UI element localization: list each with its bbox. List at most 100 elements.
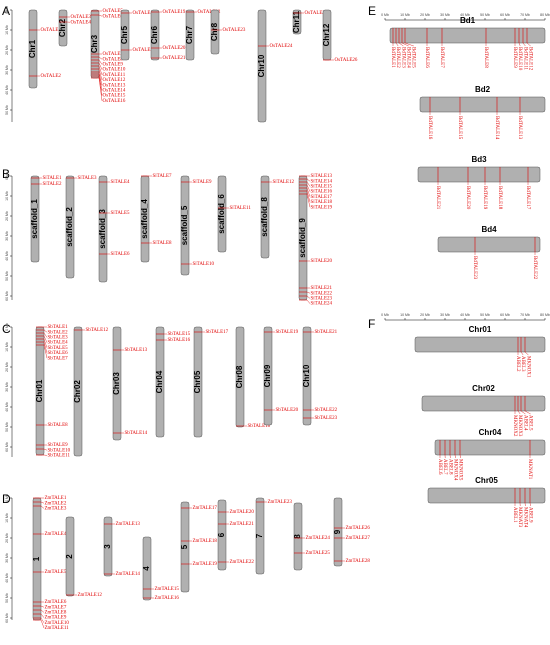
gene-connector bbox=[98, 68, 103, 81]
gene-label: BdTALE3 bbox=[400, 47, 405, 68]
tick-label: 0 Mb bbox=[381, 13, 389, 17]
gene-label: BdTALE5 bbox=[411, 47, 416, 68]
chromosome-name: 7 bbox=[255, 533, 264, 538]
chromosome bbox=[28, 9, 38, 89]
gene-label: SbTALE21 bbox=[315, 330, 338, 335]
chromosome-name: scaffold_6 bbox=[217, 194, 226, 234]
gene-connector bbox=[40, 501, 45, 504]
gene-label: SiTALE8 bbox=[153, 241, 173, 246]
gene-label: SbTALE2 bbox=[48, 330, 69, 335]
chromosome-name: Chr01 bbox=[35, 379, 44, 402]
gene-label: SiTALE21 bbox=[311, 286, 333, 291]
chromosome-name: 8 bbox=[293, 534, 302, 539]
tick-label: 30 Mb bbox=[5, 65, 9, 75]
gene-connector bbox=[98, 59, 103, 65]
gene-label: SbTALE8 bbox=[48, 423, 69, 428]
gene-label: MKNOX1 bbox=[525, 356, 530, 378]
gene-connector bbox=[98, 14, 103, 17]
gene-label: ZmTALE13 bbox=[116, 522, 141, 527]
gene-label: SiTALE13 bbox=[311, 174, 333, 179]
tick-label: 20 Mb bbox=[420, 313, 430, 317]
gene-label: ZmTALE21 bbox=[230, 522, 255, 527]
chromosome-name: 2 bbox=[65, 554, 74, 559]
chromosome-name: Chr02 bbox=[472, 384, 495, 393]
gene-connector bbox=[526, 42, 531, 47]
gene-label: BdTALE14 bbox=[494, 116, 499, 140]
gene-connector bbox=[306, 291, 311, 294]
chromosome-name: 9 bbox=[333, 529, 342, 534]
gene-label: SbTALE12 bbox=[86, 328, 109, 333]
chromosome bbox=[217, 175, 227, 253]
gene-label: SiTALE19 bbox=[311, 205, 333, 210]
gene-connector bbox=[306, 178, 311, 182]
tick-label: 20 Mb bbox=[420, 13, 430, 17]
gene-connector bbox=[520, 351, 524, 356]
panel-letter: C bbox=[2, 322, 11, 336]
gene-connector bbox=[40, 505, 45, 509]
tick-label: 0 Mb bbox=[5, 494, 9, 502]
tick-label: 50 Mb bbox=[5, 105, 9, 115]
gene-connector bbox=[518, 42, 521, 47]
gene-label: ZmTALE10 bbox=[45, 621, 70, 626]
gene-label: ZmTALE9 bbox=[45, 616, 67, 621]
gene-label: SbTALE1 bbox=[48, 325, 69, 330]
chromosome-name: Chr6 bbox=[150, 25, 159, 44]
tick-label: 40 Mb bbox=[5, 85, 9, 95]
chromosome-name: 6 bbox=[217, 532, 226, 537]
tick-label: 10 Mb bbox=[400, 313, 410, 317]
chromosome bbox=[103, 516, 113, 577]
gene-label: ZmTALE23 bbox=[268, 500, 293, 505]
gene-label: OsTALE14 bbox=[103, 89, 126, 94]
tick-label: 10 Mb bbox=[5, 25, 9, 35]
gene-label: MKNOX4 bbox=[452, 459, 457, 481]
chromosome-name: Chr1 bbox=[28, 39, 37, 58]
gene-connector bbox=[529, 502, 531, 507]
gene-label: OsTALE17 bbox=[133, 11, 156, 16]
chromosome-name: 1 bbox=[32, 556, 41, 561]
gene-label: SiTALE11 bbox=[230, 206, 252, 211]
chromosome-name: Chr04 bbox=[155, 370, 164, 393]
gene-connector bbox=[40, 609, 45, 613]
gene-label: SbTALE17 bbox=[206, 330, 229, 335]
tick-label: 30 Mb bbox=[5, 382, 9, 392]
gene-label: OsTALE4 bbox=[71, 20, 92, 25]
gene-label: SbTALE15 bbox=[168, 332, 191, 337]
gene-label: SbTALE9 bbox=[48, 443, 69, 448]
tick-label: 60 Mb bbox=[500, 313, 510, 317]
gene-label: ZmTALE6 bbox=[45, 600, 67, 605]
gene-label: ZmTALE25 bbox=[306, 551, 331, 556]
gene-connector bbox=[395, 42, 399, 47]
chromosome-name: Chr08 bbox=[235, 365, 244, 388]
gene-label: BdTALE9 bbox=[512, 47, 517, 68]
gene-label: SbTALE20 bbox=[276, 408, 299, 413]
chromosome-name: Chr02 bbox=[73, 380, 82, 403]
gene-label: ZmTALE12 bbox=[78, 593, 103, 598]
chromosome-name: Chr01 bbox=[469, 325, 492, 334]
gene-connector bbox=[40, 605, 45, 608]
gene-label: SbTALE22 bbox=[315, 408, 338, 413]
gene-connector bbox=[306, 184, 311, 192]
gene-label: SiTALE6 bbox=[111, 252, 131, 257]
gene-label: OsTALE25 bbox=[305, 11, 328, 16]
gene-label: ZmTALE22 bbox=[230, 560, 255, 565]
chromosome bbox=[302, 326, 312, 426]
gene-label: SiTALE4 bbox=[111, 180, 131, 185]
chromosome bbox=[30, 175, 40, 263]
gene-connector bbox=[40, 613, 45, 618]
gene-label: SiTALE16 bbox=[311, 190, 333, 195]
chromosome bbox=[180, 175, 190, 276]
gene-label: ZmTALE16 bbox=[155, 596, 180, 601]
gene-connector bbox=[404, 42, 414, 47]
gene-label: SiTALE10 bbox=[193, 262, 215, 267]
chromosome bbox=[120, 9, 130, 61]
chromosome-name: Chr12 bbox=[322, 23, 331, 46]
gene-label: OsTALE7 bbox=[103, 52, 124, 57]
gene-label: SiTALE24 bbox=[311, 302, 333, 307]
gene-label: MKNAT3 bbox=[517, 507, 522, 528]
gene-label: SiTALE20 bbox=[311, 259, 333, 264]
gene-label: SiTALE22 bbox=[311, 291, 333, 296]
gene-label: ABEL3 bbox=[520, 356, 525, 372]
chromosome-name: scaffold_4 bbox=[140, 199, 149, 239]
gene-label: MKNAT1 bbox=[527, 459, 532, 480]
